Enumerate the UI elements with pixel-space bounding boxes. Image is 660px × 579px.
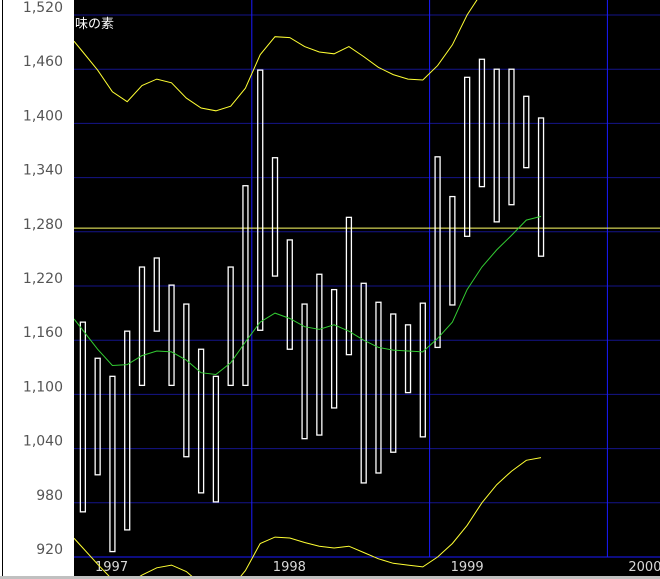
x-tick-label: 1998: [273, 560, 306, 575]
price-bar: [375, 301, 382, 474]
x-tick-label: 2000: [628, 560, 660, 575]
price-bar: [242, 185, 249, 387]
price-bar: [478, 58, 486, 188]
moving-average-line: [74, 215, 542, 376]
price-bar: [508, 68, 515, 206]
y-tick-label: 1,220: [23, 271, 63, 287]
y-tick-label: 920: [36, 542, 63, 558]
price-bar: [463, 76, 471, 237]
x-tick-label: 1997: [95, 560, 128, 575]
y-tick-label: 1,280: [23, 217, 63, 233]
price-bar: [94, 357, 101, 476]
price-bar: [212, 375, 220, 503]
price-bar: [316, 273, 323, 436]
y-tick-label: 1,520: [23, 0, 63, 16]
price-bar: [124, 330, 131, 531]
price-bar: [523, 95, 530, 169]
price-bar: [168, 284, 175, 387]
y-tick-label: 1,160: [23, 325, 63, 341]
price-bar: [404, 324, 412, 394]
price-bar: [109, 375, 116, 553]
lower-band-line: [74, 457, 542, 576]
price-bar: [138, 266, 146, 387]
price-bar: [227, 266, 234, 387]
bottom-strip: [0, 576, 660, 579]
price-bar: [449, 195, 456, 306]
price-bar: [301, 303, 308, 440]
gridlines: [74, 0, 660, 558]
price-bar: [345, 216, 353, 356]
upper-band-line: [74, 0, 478, 112]
price-bar: [330, 288, 338, 409]
plot-background: [74, 0, 660, 576]
price-bar: [493, 68, 500, 223]
y-tick-label: 1,100: [23, 379, 63, 395]
price-bar: [286, 239, 293, 350]
y-tick-label: 1,040: [23, 434, 63, 450]
price-bar: [153, 257, 160, 332]
price-bar: [257, 69, 264, 331]
price-bar: [271, 157, 279, 277]
series-layer: [74, 0, 660, 576]
y-tick-label: 1,400: [23, 108, 63, 124]
x-tick-label: 1999: [451, 560, 484, 575]
price-bar: [360, 282, 367, 484]
price-bar: [434, 156, 441, 349]
price-bar: [197, 348, 205, 494]
price-bar: [419, 302, 426, 438]
price-bar: [390, 313, 397, 453]
y-tick-label: 980: [36, 488, 63, 504]
y-tick-label: 1,340: [23, 163, 63, 179]
y-tick-label: 1,460: [23, 54, 63, 70]
chart-title: 味の素: [75, 17, 114, 32]
price-bar: [183, 303, 190, 458]
x-axis-labels: 1997 1998 1999 2000: [95, 560, 660, 575]
left-border: [2, 0, 3, 576]
y-axis-labels: 1,520 1,460 1,400 1,340 1,280 1,220 1,160 1,100…: [23, 0, 63, 558]
price-bar: [537, 117, 545, 257]
price-bar: [79, 321, 87, 513]
